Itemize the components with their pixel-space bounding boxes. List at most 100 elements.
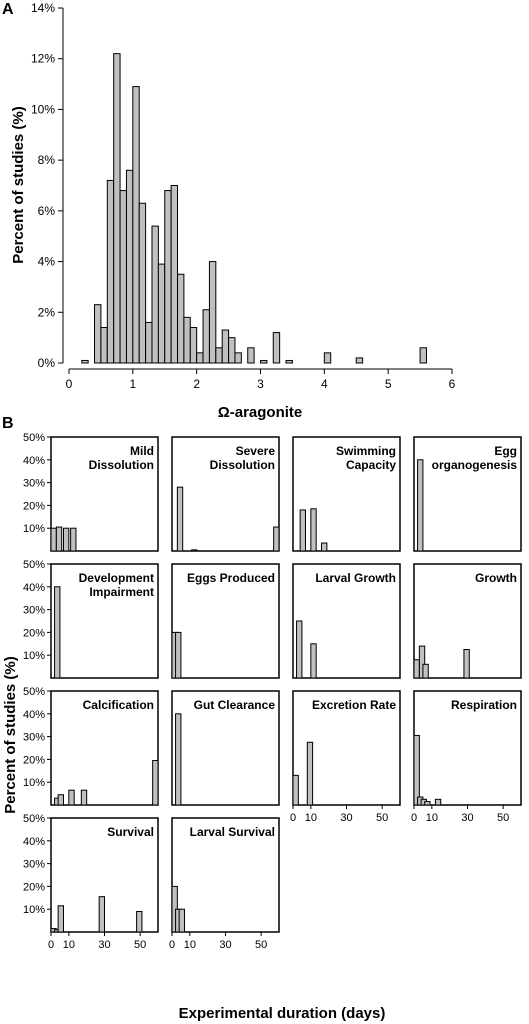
panel-b-8-bar-2 xyxy=(68,789,75,806)
panel-b-0-title-line-1: Dissolution xyxy=(89,458,154,472)
panel-a-bar-17 xyxy=(196,352,204,364)
panel-b-13-x-tick-1: 10 xyxy=(184,939,196,951)
panel-b-2-frame xyxy=(292,436,401,552)
panel-b-10-x-tick-0: 0 xyxy=(290,812,296,824)
panel-b-8-title: Calcification xyxy=(83,698,154,712)
panel-b-7-bar-3 xyxy=(463,649,470,679)
panel-b-8-bar-4 xyxy=(152,760,159,806)
panel-b-4-title-line-0: Development xyxy=(79,571,154,585)
panel-a-bar-3 xyxy=(106,179,115,364)
panel-b-4-y-tick-2: 30% xyxy=(23,605,45,617)
panel-b-12-y-tick-3: 40% xyxy=(23,836,45,848)
panel-b-7-bar-0 xyxy=(413,659,420,679)
panel-b-12-x-tick-1: 10 xyxy=(63,939,75,951)
panel-b-12-bar-3 xyxy=(98,896,106,933)
panel-a-x-tick-2: 2 xyxy=(193,377,200,391)
panel-a-bar-24 xyxy=(247,347,255,364)
panel-b-7-title: Growth xyxy=(475,571,517,585)
panel-b-2-bar-1 xyxy=(310,508,317,552)
panel-b-4-y-tick-3: 40% xyxy=(23,582,45,594)
panel-b-3-bar-0 xyxy=(417,459,424,552)
panel-a-y-tick-5: 10% xyxy=(31,102,55,116)
panel-b-8-frame xyxy=(50,690,159,806)
panel-a-ylabel: Percent of studies (%) xyxy=(10,106,27,264)
panel-b-10-x-tick-3: 50 xyxy=(376,812,388,824)
panel-b-6-frame xyxy=(292,563,401,679)
panel-b-4-bar-0 xyxy=(54,586,61,679)
panel-b-0-y-tick-0: 10% xyxy=(23,523,45,535)
panel-a-x-tick-0: 0 xyxy=(66,377,73,391)
panel-b-11-x-tick-3: 50 xyxy=(497,812,509,824)
panel-a-bar-20 xyxy=(215,347,223,364)
panel-b-4-y-tick-1: 20% xyxy=(23,627,45,639)
panel-a-bar-30 xyxy=(419,347,427,364)
panel-b-chart: MildDissolution10%20%30%40%50%SevereDiss… xyxy=(23,432,522,951)
panel-b-8-bar-1 xyxy=(57,794,64,806)
panel-a-x-tick-4: 4 xyxy=(321,377,328,391)
panel-a-y-tick-6: 12% xyxy=(31,52,55,66)
panel-b-11-x-tick-0: 0 xyxy=(411,812,417,824)
panel-a-bar-22 xyxy=(228,337,236,364)
panel-a-bar-21 xyxy=(221,329,230,364)
panel-a-chart: 0 1 2 3 4 5 6 0% 2% 4% 6% 8% 10% 12% 14% xyxy=(31,1,456,391)
panel-a-y-tick-4: 8% xyxy=(38,153,56,167)
panel-b-0-y-tick-1: 20% xyxy=(23,500,45,512)
panel-b-1-bar-1 xyxy=(191,549,198,552)
panel-a-bar-27 xyxy=(285,359,293,364)
panel-a-x-tick-3: 3 xyxy=(257,377,264,391)
panel-a-y-tick-1: 2% xyxy=(38,305,56,319)
panel-b-8-y-tick-0: 10% xyxy=(23,777,45,789)
panel-b-11: Respiration 0 10 30 50 xyxy=(411,690,522,824)
panel-b-4-frame xyxy=(50,563,159,679)
panel-b-11-title: Respiration xyxy=(451,698,517,712)
panel-b-11-x-tick-2: 30 xyxy=(461,812,473,824)
panel-b-4-title-line-1: Impairment xyxy=(89,585,154,599)
panel-a-bar-19 xyxy=(208,261,217,364)
panel-b-0-y-tick-3: 40% xyxy=(23,455,45,467)
panel-b-10: Excretion Rate 0 10 30 50 xyxy=(290,690,401,824)
panel-b-12-x-tick-2: 30 xyxy=(98,939,110,951)
panel-b-1-title-line-1: Dissolution xyxy=(210,458,275,472)
panel-a-y-tick-0: 0% xyxy=(38,356,56,370)
panel-a-bar-28 xyxy=(323,352,332,364)
panel-a-bar-29 xyxy=(355,357,364,364)
panel-b-12-y-tick-2: 30% xyxy=(23,859,45,871)
panel-b-3-title-line-1: organogenesis xyxy=(432,458,518,472)
panel-b-7-bar-2 xyxy=(422,663,429,679)
panel-b-10-bar-0 xyxy=(292,774,299,806)
panel-b-13-bar-2 xyxy=(178,908,185,933)
panel-b-10-x-tick-2: 30 xyxy=(340,812,352,824)
panel-b-0-y-tick-4: 50% xyxy=(23,432,45,444)
panel-b-11-bar-4 xyxy=(434,798,442,806)
panel-b-13: Larval Survival 0 10 30 50 xyxy=(169,817,280,951)
panel-b-9-title: Gut Clearance xyxy=(194,698,276,712)
panel-b-8: Calcification 10% 20% 30% 40% 50% xyxy=(23,686,159,806)
panel-a-bar-4 xyxy=(113,53,121,364)
panel-b-12-y-tick-0: 10% xyxy=(23,904,45,916)
panel-b-10-title: Excretion Rate xyxy=(312,698,396,712)
panel-b-5-frame xyxy=(171,563,280,679)
panel-b-12-y-tick-1: 20% xyxy=(23,881,45,893)
panel-b-11-bar-3 xyxy=(424,801,431,806)
panel-a-bar-10 xyxy=(151,225,159,364)
panel-b-9-bar-0 xyxy=(175,713,182,806)
panel-a-bar-15 xyxy=(183,316,191,364)
panel-a-y-tick-3: 6% xyxy=(38,204,56,218)
panel-a-letter: A xyxy=(2,1,14,18)
panel-b-13-x-tick-0: 0 xyxy=(169,939,175,951)
panel-b-8-y-tick-3: 40% xyxy=(23,709,45,721)
panel-a-bar-5 xyxy=(119,190,127,364)
panel-a-x-tick-6: 6 xyxy=(449,377,456,391)
panel-b-1-frame xyxy=(171,436,280,552)
panel-b-6-bar-0 xyxy=(296,620,303,679)
panel-b-0-title-line-0: Mild xyxy=(130,444,154,458)
panel-a-bar-18 xyxy=(202,309,210,364)
panel-b-6-bar-1 xyxy=(310,643,317,679)
panel-b-10-x-tick-1: 10 xyxy=(305,812,317,824)
panel-b-11-bar-0 xyxy=(413,734,420,806)
panel-a-x-tick-1: 1 xyxy=(129,377,136,391)
